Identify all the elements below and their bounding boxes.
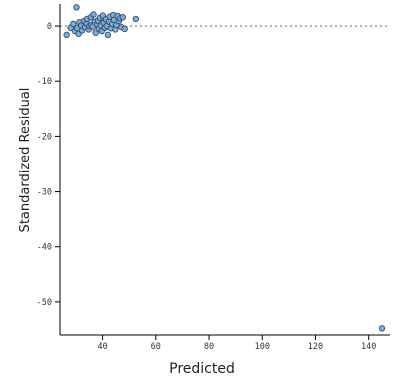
y-axis-label: Standardized Residual [18, 88, 33, 233]
data-point [119, 14, 127, 21]
y-tick-label: -40 [37, 243, 52, 253]
y-tick-label: -10 [37, 77, 52, 87]
x-tick-label: 40 [97, 342, 107, 352]
x-axis-label: Predicted [169, 361, 235, 377]
x-tick-label: 100 [255, 342, 270, 352]
data-point [70, 20, 77, 28]
x-tick-label: 120 [308, 342, 323, 352]
y-axis-ticks: 0 -10 -20 -30 -40 -50 [37, 22, 60, 308]
data-point [378, 325, 386, 332]
y-tick-label: -20 [37, 132, 52, 142]
data-point [132, 15, 140, 23]
x-axis-ticks: 40 60 80 100 120 140 [97, 335, 376, 352]
y-tick-label: -30 [37, 188, 52, 198]
x-tick-label: 80 [204, 342, 214, 352]
data-point [90, 11, 97, 18]
data-point [63, 31, 70, 39]
x-tick-label: 60 [151, 342, 161, 352]
y-tick-label: 0 [47, 22, 52, 32]
data-point [121, 25, 128, 33]
x-tick-label: 140 [361, 342, 376, 352]
data-point [104, 31, 112, 39]
data-point [73, 4, 80, 11]
data-points [63, 4, 386, 332]
axes [59, 4, 390, 336]
y-tick-label: -50 [37, 298, 52, 308]
